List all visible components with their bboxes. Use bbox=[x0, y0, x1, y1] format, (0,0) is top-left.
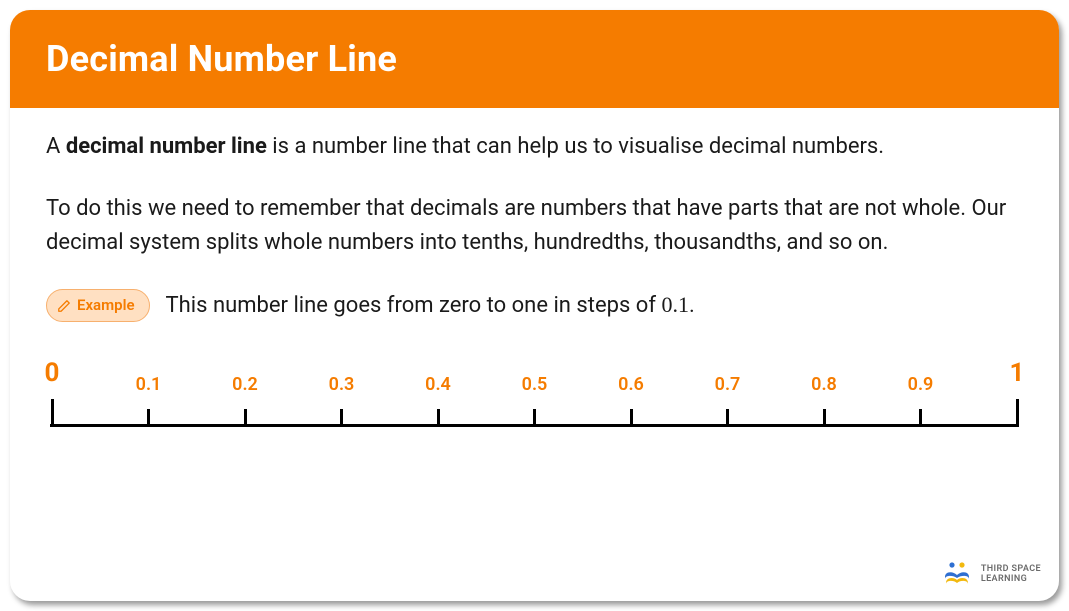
number-line-tick-minor bbox=[244, 409, 247, 427]
brand-logo: THIRD SPACE LEARNING bbox=[943, 561, 1041, 587]
brand-text: THIRD SPACE LEARNING bbox=[981, 564, 1041, 585]
number-line-label: 0.1 bbox=[136, 371, 162, 399]
number-line-tick-major bbox=[51, 399, 54, 427]
paragraph-1: A decimal number line is a number line t… bbox=[46, 130, 1023, 164]
number-line-tick-minor bbox=[823, 409, 826, 427]
example-badge: Example bbox=[46, 289, 150, 322]
card-title: Decimal Number Line bbox=[46, 38, 1023, 80]
para1-bold-term: decimal number line bbox=[66, 134, 267, 159]
number-line-tick-minor bbox=[919, 409, 922, 427]
number-line-tick-minor bbox=[726, 409, 729, 427]
number-line-label: 0.9 bbox=[908, 371, 934, 399]
number-line-label: 0.3 bbox=[329, 371, 355, 399]
number-line-label: 1 bbox=[1010, 353, 1025, 393]
number-line-tick-minor bbox=[147, 409, 150, 427]
number-line-tick-minor bbox=[630, 409, 633, 427]
lesson-card: Decimal Number Line A decimal number lin… bbox=[10, 10, 1059, 601]
number-line-tick-minor bbox=[533, 409, 536, 427]
number-line-tick-major bbox=[1016, 399, 1019, 427]
para1-prefix: A bbox=[46, 134, 66, 159]
number-line-label: 0.4 bbox=[425, 371, 451, 399]
brand-line2: LEARNING bbox=[981, 574, 1041, 584]
number-line-label: 0.5 bbox=[522, 371, 548, 399]
number-line-label: 0 bbox=[45, 353, 60, 393]
number-line-label: 0.2 bbox=[232, 371, 258, 399]
example-step-value: 0.1 bbox=[661, 292, 689, 317]
example-text-suffix: . bbox=[689, 293, 695, 318]
brand-line1: THIRD SPACE bbox=[981, 564, 1041, 574]
number-line-tick-minor bbox=[340, 409, 343, 427]
card-body: A decimal number line is a number line t… bbox=[10, 108, 1059, 459]
example-badge-label: Example bbox=[77, 294, 135, 317]
paragraph-2: To do this we need to remember that deci… bbox=[46, 192, 1023, 260]
number-line-label: 0.8 bbox=[811, 371, 837, 399]
pencil-icon bbox=[57, 299, 71, 313]
number-line-tick-minor bbox=[437, 409, 440, 427]
number-line-label: 0.6 bbox=[618, 371, 644, 399]
example-text: This number line goes from zero to one i… bbox=[166, 288, 695, 323]
card-header: Decimal Number Line bbox=[10, 10, 1059, 108]
brand-mark-icon bbox=[943, 561, 973, 587]
example-row: Example This number line goes from zero … bbox=[46, 288, 1023, 323]
example-text-prefix: This number line goes from zero to one i… bbox=[166, 293, 662, 318]
number-line-label: 0.7 bbox=[715, 371, 741, 399]
para1-suffix: is a number line that can help us to vis… bbox=[267, 134, 884, 159]
number-line: 00.10.20.30.40.50.60.70.80.91 bbox=[50, 345, 1019, 435]
